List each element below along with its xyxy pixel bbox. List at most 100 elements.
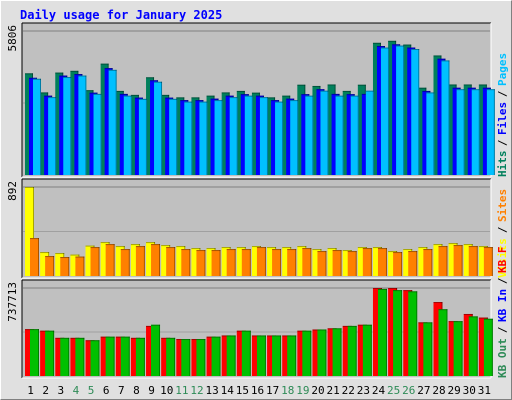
bar-edge <box>491 247 493 276</box>
bar-body <box>275 101 284 175</box>
bar-edge <box>325 251 327 276</box>
bar-edge <box>401 290 403 376</box>
bar-top-edge <box>93 93 102 95</box>
bar <box>244 95 253 175</box>
bar-body <box>468 246 478 276</box>
bar-top-edge <box>423 322 433 324</box>
bar-body <box>251 246 261 276</box>
bar-body <box>423 249 433 276</box>
bar-body <box>282 335 292 376</box>
bar-body <box>63 77 72 175</box>
bar-top-edge <box>433 302 443 304</box>
bar-body <box>393 252 403 276</box>
bar-top-edge <box>483 247 493 249</box>
bar <box>30 238 39 276</box>
bar <box>441 60 450 176</box>
bar-top-edge <box>332 328 342 330</box>
bar-body <box>229 97 238 175</box>
bar-top-edge <box>392 44 401 46</box>
bar-top-edge <box>456 89 465 91</box>
bar-top-edge <box>55 253 65 255</box>
bar <box>229 97 238 175</box>
bar-top-edge <box>30 238 39 240</box>
chart-title: Daily usage for January 2025 <box>20 8 223 22</box>
panel-visits: 892 Visits / Sites <box>6 178 509 279</box>
bar-body <box>327 328 337 376</box>
bar-body <box>463 313 473 376</box>
bar-body <box>211 336 221 376</box>
bar-body <box>357 324 367 376</box>
bar <box>199 101 208 175</box>
bar-body <box>176 339 186 376</box>
bar-body <box>377 288 387 376</box>
bar-body <box>377 248 387 276</box>
bar-edge <box>372 90 374 175</box>
bar-edge <box>176 98 178 175</box>
bar-body <box>453 321 463 376</box>
bar-top-edge <box>115 336 125 338</box>
bar-top-edge <box>403 249 413 251</box>
bar-top-edge <box>45 256 55 258</box>
x-tick-label: 2 <box>42 384 49 397</box>
bar <box>63 77 72 175</box>
bar-top-edge <box>120 249 130 251</box>
bar-top-edge <box>45 330 55 332</box>
bar-body <box>120 249 130 276</box>
bar-top-edge <box>411 49 420 51</box>
bar-top-edge <box>256 247 266 249</box>
bar <box>362 324 372 376</box>
bar-edge <box>295 249 297 276</box>
bar <box>108 69 117 175</box>
bar-edge <box>159 324 161 376</box>
bar-top-edge <box>60 337 70 339</box>
x-tick-label: 1 <box>27 384 34 397</box>
bar <box>154 81 163 175</box>
bar-body <box>75 256 85 276</box>
bar-top-edge <box>267 247 277 249</box>
bar-top-edge <box>85 90 94 92</box>
bar-edge <box>55 97 57 175</box>
bar <box>33 78 41 175</box>
bar-top-edge <box>241 249 251 251</box>
bar-body <box>423 322 433 376</box>
bar-body <box>108 69 117 175</box>
bar-edge <box>219 250 221 276</box>
bar <box>256 247 266 276</box>
bar-edge <box>355 325 357 376</box>
bar-top-edge <box>396 45 405 47</box>
bar-edge <box>249 330 251 376</box>
bar-body <box>138 98 147 175</box>
bar-edge <box>491 318 493 376</box>
bar-top-edge <box>362 248 372 250</box>
bar-top-edge <box>191 339 201 341</box>
bar-body <box>486 89 495 175</box>
bar-top-edge <box>214 100 223 102</box>
bar-edge <box>264 335 266 376</box>
bar-top-edge <box>403 44 412 46</box>
bar <box>438 246 448 276</box>
bar-body <box>70 254 80 276</box>
bar-top-edge <box>372 288 382 289</box>
bar-top-edge <box>251 92 260 94</box>
bar-body <box>221 335 231 376</box>
bar-top-edge <box>176 97 185 99</box>
bar-edge <box>280 335 282 376</box>
bar-edge <box>448 60 450 176</box>
bar-edge <box>325 329 327 376</box>
bar <box>75 337 85 376</box>
bar-top-edge <box>226 249 236 251</box>
bar-top-edge <box>206 248 216 250</box>
bar-top-edge <box>448 84 457 86</box>
bar-top-edge <box>55 337 65 339</box>
bar-body <box>403 249 413 276</box>
bar-top-edge <box>138 98 147 100</box>
x-tick-label: 16 <box>251 384 264 397</box>
legend-item: Sites <box>496 189 509 222</box>
x-tick-label: 30 <box>463 384 476 397</box>
bar-top-edge <box>119 93 128 95</box>
bar-top-edge <box>393 290 403 292</box>
bar-body <box>251 335 261 376</box>
bar <box>25 187 34 276</box>
bar-edge <box>83 256 85 276</box>
bar-body <box>244 95 253 175</box>
